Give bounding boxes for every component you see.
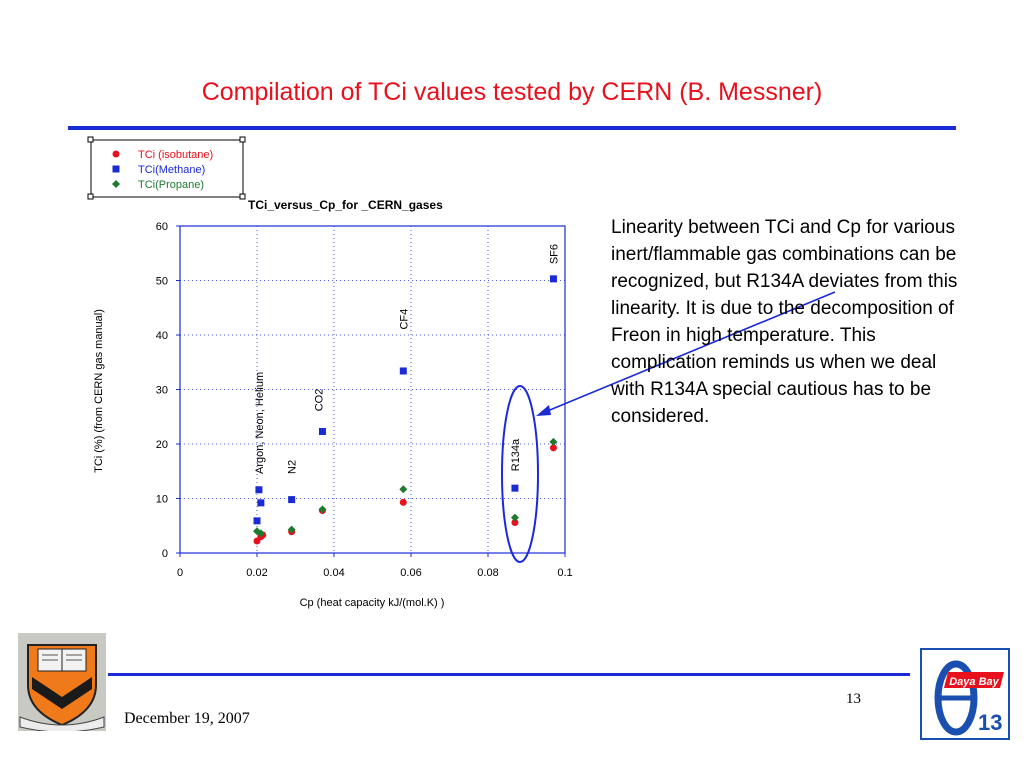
gas-label: SF6 — [548, 244, 560, 264]
data-point — [253, 517, 261, 525]
data-point — [318, 505, 327, 514]
chart-title: TCi_versus_Cp_for _CERN_gases — [248, 198, 443, 212]
slide-title: Compilation of TCi values tested by CERN… — [201, 78, 823, 106]
data-point — [288, 496, 296, 504]
data-point — [287, 525, 296, 534]
daya-bay-logo: Daya Bay 13 — [920, 648, 1010, 740]
chart-legend: TCi (isobutane) TCi(Methane) TCi(Propane) — [87, 136, 246, 200]
legend-entry: TCi(Propane) — [138, 179, 204, 191]
y-tick-label: 20 — [156, 439, 168, 451]
y-tick-label: 40 — [156, 330, 168, 342]
y-axis-label: TCi (%) (from CERN gas manual) — [93, 309, 105, 473]
y-tick-label: 30 — [156, 385, 168, 397]
data-point — [399, 367, 407, 375]
data-point — [549, 275, 557, 283]
x-axis-label: Cp (heat capacity kJ/(mol.K) ) — [300, 597, 445, 609]
legend-marker — [112, 150, 120, 158]
annotation-arrow — [536, 291, 836, 416]
y-tick-label: 50 — [156, 276, 168, 288]
r134a-highlight-ellipse — [501, 385, 539, 563]
footer-date: December 19, 2007 — [124, 710, 250, 727]
x-tick-label: 0.1 — [557, 567, 572, 579]
gas-label: N2 — [287, 460, 299, 474]
gas-label: R134a — [510, 438, 522, 471]
data-point — [318, 427, 326, 435]
logo-text-daya-bay: Daya Bay — [949, 676, 999, 688]
data-point — [256, 529, 265, 538]
x-tick-label: 0.02 — [246, 567, 267, 579]
data-point — [399, 498, 407, 506]
x-tick-label: 0.06 — [400, 567, 421, 579]
page-number: 13 — [846, 691, 861, 707]
legend-entry: TCi (isobutane) — [138, 149, 213, 161]
x-tick-label: 0.08 — [477, 567, 498, 579]
y-tick-label: 60 — [156, 221, 168, 233]
legend-marker — [112, 180, 120, 188]
data-point — [257, 499, 265, 507]
data-point — [399, 485, 408, 494]
data-point — [549, 444, 557, 452]
data-point — [511, 518, 519, 526]
y-tick-label: 10 — [156, 494, 168, 506]
body-paragraph: Linearity between TCi and Cp for various… — [611, 217, 958, 427]
plot-frame — [179, 225, 566, 554]
gas-label: Argon, Neon, Helium — [254, 372, 266, 474]
data-point — [549, 437, 558, 446]
data-point — [255, 486, 263, 494]
legend-marker — [112, 165, 120, 173]
university-crest-logo — [18, 633, 106, 731]
title-divider — [68, 126, 956, 130]
gas-label: CO2 — [314, 389, 326, 412]
data-point — [510, 513, 519, 522]
y-tick-label: 0 — [162, 548, 168, 560]
x-tick-label: 0.04 — [323, 567, 344, 579]
x-tick-label: 0 — [177, 567, 183, 579]
legend-entry: TCi(Methane) — [138, 164, 205, 176]
footer-divider — [108, 673, 910, 676]
gas-label: CF4 — [398, 309, 410, 330]
data-point — [511, 484, 519, 492]
logo-text-13: 13 — [978, 710, 1002, 735]
